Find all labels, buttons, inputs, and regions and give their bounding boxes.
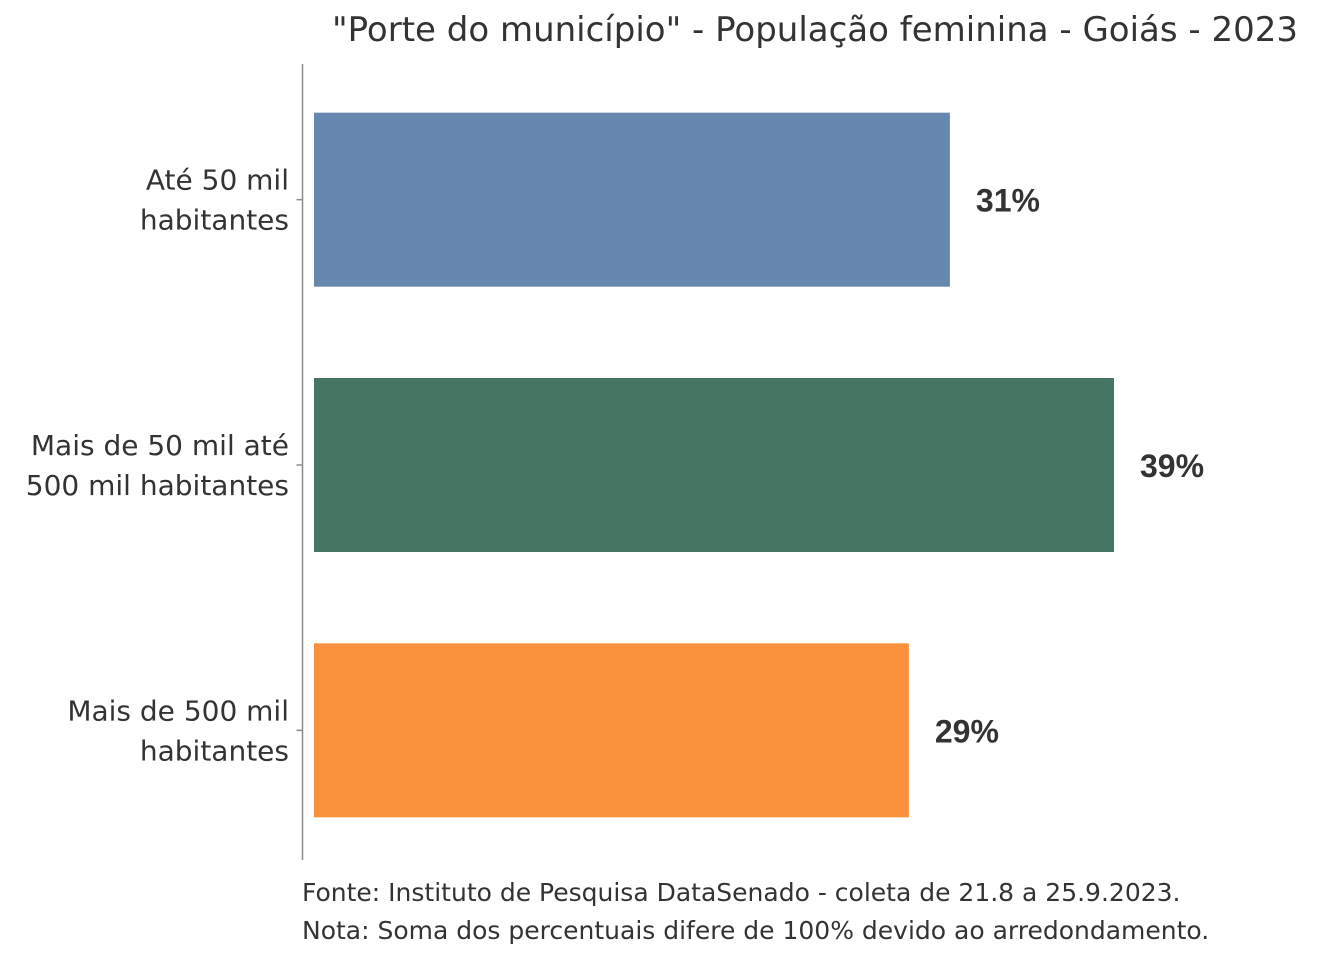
value-label-2: 39% [1140,448,1204,484]
chart-footer: Fonte: Instituto de Pesquisa DataSenado … [302,874,1209,950]
category-label-1: Até 50 mil habitantes [140,164,289,237]
bar-3 [314,643,909,818]
bar-1 [314,112,950,287]
category-label-2: Mais de 50 mil até 500 mil habitantes [26,429,289,502]
value-labels: 31% 39% 29% [935,183,1204,750]
category-label-3: Mais de 500 mil habitantes [67,694,289,767]
category-label-line: habitantes [140,734,289,767]
category-label-line: habitantes [140,204,289,237]
category-label-line: Mais de 500 mil [67,694,289,727]
bar-2 [314,378,1114,552]
category-label-line: Mais de 50 mil até [31,429,289,462]
y-axis-ticks [296,198,303,732]
value-label-1: 31% [976,183,1040,219]
category-labels: Até 50 mil habitantes Mais de 50 mil até 50… [26,164,289,768]
chart-title: "Porte do município" - População feminin… [331,10,1299,50]
source-note: Fonte: Instituto de Pesquisa DataSenado … [302,878,1181,907]
value-label-3: 29% [935,713,999,749]
category-label-line: Até 50 mil [146,164,289,197]
rounding-note: Nota: Soma dos percentuais difere de 100… [302,916,1210,945]
category-label-line: 500 mil habitantes [26,469,289,502]
bars [314,112,1114,818]
